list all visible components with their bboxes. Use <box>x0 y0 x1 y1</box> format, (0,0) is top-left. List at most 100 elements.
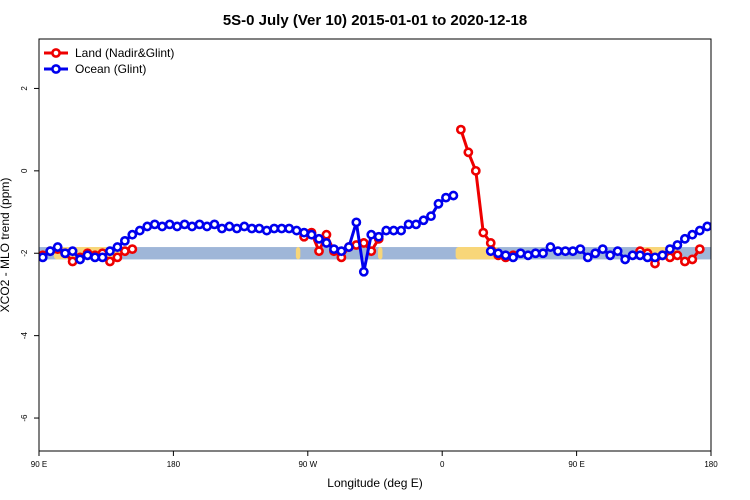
data-point <box>321 238 332 248</box>
data-point <box>538 248 548 259</box>
data-point <box>187 221 197 232</box>
data-point <box>284 223 295 234</box>
data-point <box>478 227 489 238</box>
x-tick-label: 180 <box>167 460 181 469</box>
data-point <box>582 252 593 263</box>
data-point <box>455 124 466 135</box>
data-point <box>523 250 533 261</box>
legend-label: Ocean (Glint) <box>75 62 146 76</box>
data-point <box>403 219 414 230</box>
data-point <box>75 254 85 265</box>
data-point <box>209 219 220 230</box>
data-point <box>299 227 309 238</box>
data-point <box>105 256 115 267</box>
y-tick-label: 2 <box>20 86 29 91</box>
data-point <box>246 223 257 234</box>
data-point <box>500 250 511 261</box>
data-point <box>119 246 130 257</box>
data-point <box>261 225 272 236</box>
data-point <box>687 229 698 240</box>
data-point <box>60 248 71 259</box>
data-point <box>635 250 645 261</box>
legend-marker <box>51 64 61 74</box>
x-tick-label: 90 W <box>298 460 317 469</box>
data-point <box>694 244 705 255</box>
data-point <box>164 219 175 230</box>
data-point <box>127 244 138 255</box>
data-point <box>719 223 726 230</box>
y-axis-label: XCO2 - MLO trend (ppm) <box>0 178 12 313</box>
data-point <box>119 235 130 246</box>
y-tick-label: -6 <box>20 414 29 422</box>
data-point <box>672 240 683 250</box>
data-point <box>665 244 675 255</box>
data-point <box>702 221 711 232</box>
data-point <box>82 250 93 261</box>
data-point <box>441 192 451 203</box>
data-point <box>650 252 660 263</box>
data-point <box>672 250 683 261</box>
data-point <box>276 223 287 234</box>
x-tick-label: 90 E <box>568 460 584 469</box>
data-point <box>217 223 227 234</box>
data-point <box>112 252 123 263</box>
data-point <box>329 244 339 255</box>
data-point <box>597 244 608 255</box>
data-point <box>231 223 242 234</box>
data-point <box>553 246 563 257</box>
data-point <box>627 250 638 261</box>
data-point <box>343 242 354 252</box>
data-point <box>448 190 459 201</box>
data-point <box>485 238 496 248</box>
data-point <box>112 242 123 252</box>
data-point <box>179 219 190 230</box>
data-point <box>530 248 541 259</box>
data-point <box>642 252 653 263</box>
data-point <box>679 233 690 244</box>
data-point <box>734 225 741 232</box>
data-point <box>149 219 160 230</box>
data-point <box>418 215 429 226</box>
data-point <box>620 254 631 265</box>
land-band <box>295 247 301 260</box>
data-point <box>373 231 384 242</box>
data-point <box>239 221 250 232</box>
data-point <box>687 254 698 265</box>
data-point <box>314 246 324 257</box>
data-point <box>291 225 302 236</box>
data-point <box>306 229 317 240</box>
data-point <box>433 198 444 209</box>
data-point <box>508 252 519 263</box>
land-band <box>377 247 383 260</box>
data-point <box>567 246 578 257</box>
data-point <box>254 223 265 234</box>
data-point <box>202 221 212 232</box>
data-point <box>485 246 496 257</box>
data-point <box>194 219 205 230</box>
y-tick-label: 0 <box>20 168 29 173</box>
data-point <box>657 250 668 261</box>
data-point <box>463 147 474 158</box>
x-tick-label: 0 <box>440 460 445 469</box>
data-point <box>52 242 63 252</box>
data-point <box>351 217 362 228</box>
data-point <box>605 250 616 261</box>
legend-marker <box>51 48 61 58</box>
data-point <box>426 211 436 222</box>
data-point <box>493 248 504 259</box>
data-point <box>560 246 571 257</box>
data-point <box>97 252 108 263</box>
data-point <box>381 225 392 236</box>
data-point <box>726 221 733 228</box>
data-point <box>709 221 711 228</box>
data-point <box>67 246 78 257</box>
y-tick-label: -4 <box>20 332 29 340</box>
y-tick-label: -2 <box>20 249 29 257</box>
data-point <box>127 229 138 240</box>
x-tick-label: 90 E <box>31 460 47 469</box>
data-point <box>269 223 280 234</box>
data-point <box>134 225 145 236</box>
data-point <box>314 233 324 244</box>
data-point <box>665 252 675 263</box>
legend-label: Land (Nadir&Glint) <box>75 46 174 60</box>
